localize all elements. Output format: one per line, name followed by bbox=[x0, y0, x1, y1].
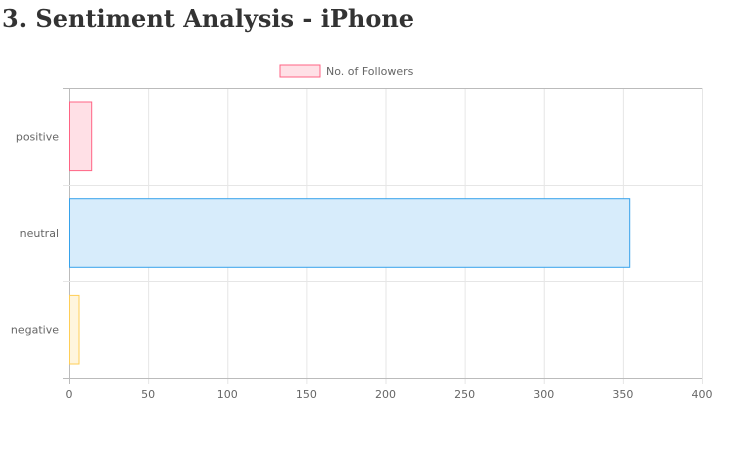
x-tick-label: 300 bbox=[533, 388, 554, 401]
y-tick-label: negative bbox=[11, 324, 59, 337]
x-axis-labels: 0 50 100 150 200 250 300 350 400 bbox=[66, 388, 713, 401]
x-tick-label: 250 bbox=[454, 388, 475, 401]
bar-negative[interactable] bbox=[69, 294, 80, 365]
y-tick-label: neutral bbox=[20, 227, 59, 240]
x-tick-label: 400 bbox=[692, 388, 713, 401]
x-tick-label: 350 bbox=[612, 388, 633, 401]
x-tick-label: 150 bbox=[296, 388, 317, 401]
bar-neutral[interactable] bbox=[69, 198, 631, 268]
y-axis-labels: positive neutral negative bbox=[11, 130, 59, 336]
x-tick-label: 0 bbox=[66, 388, 73, 401]
page-title: 3. Sentiment Analysis - iPhone bbox=[2, 4, 415, 33]
chart-bars bbox=[69, 101, 631, 365]
x-tick-label: 100 bbox=[217, 388, 238, 401]
x-tick-label: 200 bbox=[375, 388, 396, 401]
chart-legend[interactable]: No. of Followers bbox=[279, 64, 414, 78]
x-tick-label: 50 bbox=[141, 388, 155, 401]
bar-positive[interactable] bbox=[69, 101, 93, 172]
legend-swatch bbox=[279, 64, 321, 78]
legend-label: No. of Followers bbox=[326, 65, 414, 78]
y-tick-label: positive bbox=[16, 130, 59, 143]
